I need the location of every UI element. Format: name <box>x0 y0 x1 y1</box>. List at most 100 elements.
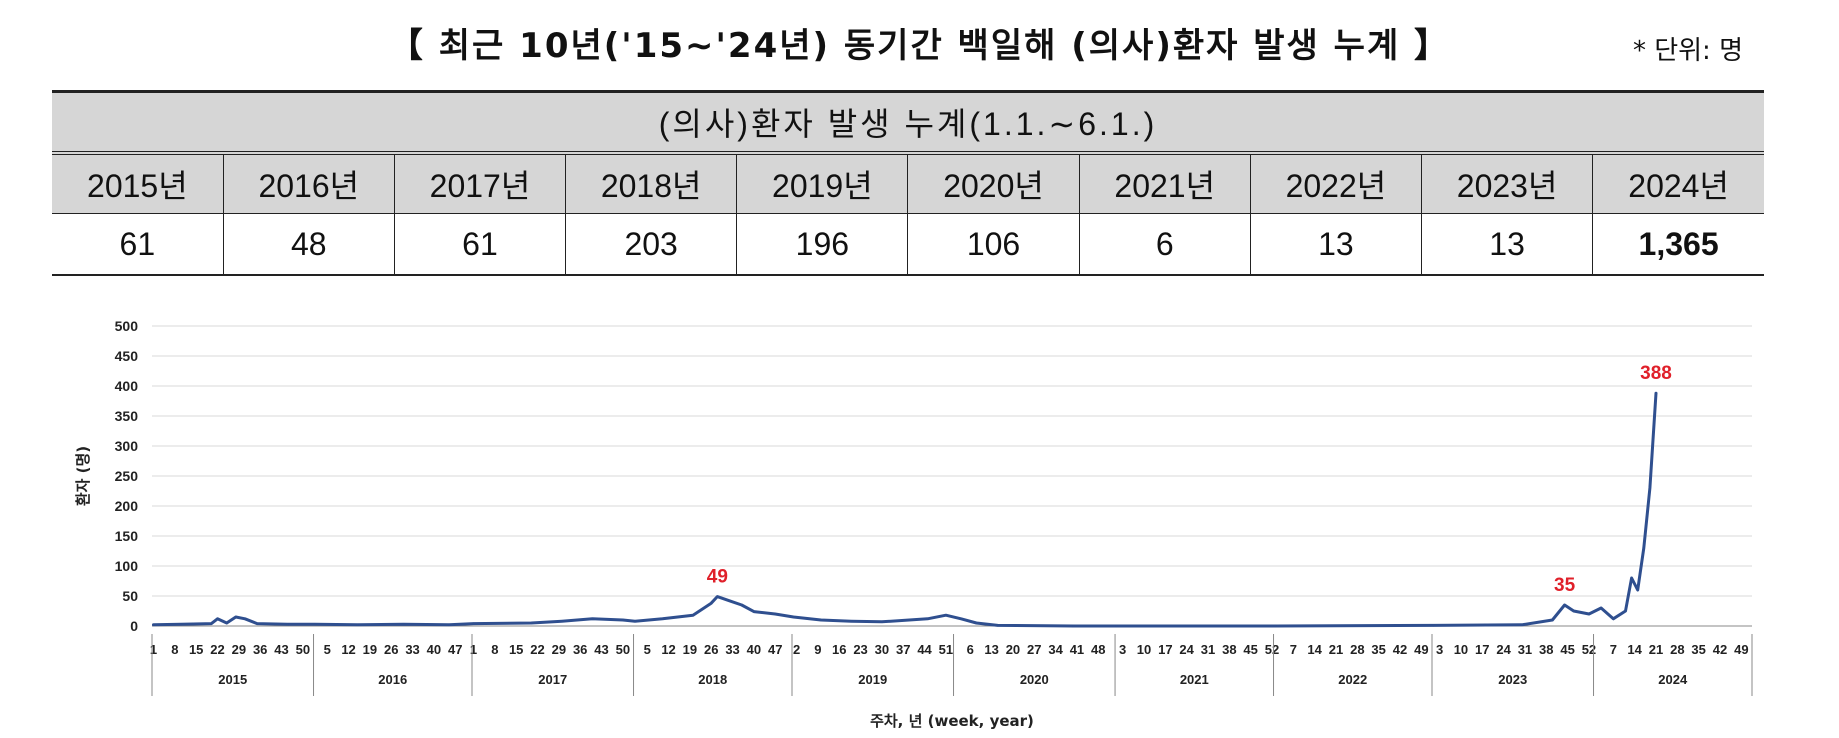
x-tick-label: 47 <box>768 642 782 657</box>
value-cell: 203 <box>565 213 738 276</box>
x-tick-label: 36 <box>253 642 267 657</box>
x-year-label: 2022 <box>1338 672 1367 687</box>
data-point <box>944 614 948 617</box>
data-point <box>850 620 853 623</box>
data-point <box>1599 606 1603 610</box>
x-tick-label: 22 <box>210 642 224 657</box>
data-point <box>530 621 533 625</box>
x-tick-label: 6 <box>967 642 974 657</box>
table-subtitle-row: (의사)환자 발생 누계(1.1.∼6.1.) <box>52 90 1764 155</box>
y-tick-label: 350 <box>115 408 139 424</box>
data-point <box>1654 392 1658 395</box>
x-tick-label: 40 <box>747 642 761 657</box>
y-tick-label: 100 <box>115 558 139 574</box>
data-point <box>210 622 213 625</box>
x-tick-label: 52 <box>1265 642 1279 657</box>
x-year-label: 2020 <box>1020 672 1049 687</box>
data-point <box>225 621 228 625</box>
data-point <box>1572 609 1575 613</box>
data-point <box>591 617 594 620</box>
x-tick-label: 21 <box>1649 642 1663 657</box>
year-cell: 2015년 <box>52 153 224 214</box>
data-point <box>356 623 359 626</box>
data-point <box>1273 624 1277 628</box>
data-point <box>996 624 999 627</box>
year-cell: 2024년 <box>1592 153 1764 214</box>
x-tick-label: 38 <box>1539 642 1553 657</box>
value-cell: 6 <box>1079 213 1251 276</box>
x-year-label: 2019 <box>858 672 887 687</box>
x-tick-label: 20 <box>1006 642 1020 657</box>
x-tick-label: 51 <box>939 642 953 657</box>
data-point <box>447 623 451 626</box>
data-point <box>819 618 823 622</box>
data-point <box>216 617 219 620</box>
data-point <box>1624 609 1627 613</box>
x-tick-label: 24 <box>1179 642 1194 657</box>
table-subtitle: (의사)환자 발생 누계(1.1.∼6.1.) <box>52 90 1764 155</box>
data-point <box>1612 617 1615 620</box>
page-title: 【 최근 10년('15∼'24년) 동기간 백일해 (의사)환자 발생 누계 … <box>388 26 1451 66</box>
y-tick-label: 300 <box>115 438 139 454</box>
data-point <box>1563 603 1566 607</box>
x-tick-label: 50 <box>296 642 310 657</box>
table-value-row: 61 48 61 203 196 106 6 13 13 1,365 <box>52 213 1764 276</box>
y-tick-label: 250 <box>115 468 139 484</box>
header: 【 최근 10년('15∼'24년) 동기간 백일해 (의사)환자 발생 누계 … <box>0 18 1839 80</box>
data-point <box>243 617 247 620</box>
year-cell: 2016년 <box>223 153 395 214</box>
data-point <box>633 620 637 623</box>
x-tick-label: 43 <box>594 642 608 657</box>
data-point <box>1648 486 1652 490</box>
x-tick-label: 1 <box>470 642 477 657</box>
value-cell: 106 <box>907 213 1080 276</box>
data-point <box>560 620 564 623</box>
data-point <box>1636 588 1639 592</box>
x-tick-label: 44 <box>917 642 932 657</box>
x-tick-label: 9 <box>814 642 821 657</box>
data-point <box>1270 624 1274 628</box>
data-point <box>752 610 756 613</box>
x-year-label: 2023 <box>1498 672 1527 687</box>
data-point <box>1630 576 1633 580</box>
x-tick-label: 42 <box>1713 642 1727 657</box>
x-tick-label: 3 <box>1119 642 1126 657</box>
peak-annotation: 35 <box>1554 575 1576 596</box>
data-point <box>710 602 713 605</box>
data-point <box>1072 624 1076 628</box>
x-tick-label: 49 <box>1734 642 1748 657</box>
data-point <box>179 623 183 626</box>
x-tick-label: 1 <box>150 642 157 657</box>
x-year-label: 2017 <box>538 672 567 687</box>
x-tick-label: 21 <box>1329 642 1343 657</box>
x-year-label: 2021 <box>1180 672 1209 687</box>
x-tick-label: 26 <box>384 642 398 657</box>
value-cell: 13 <box>1250 213 1423 276</box>
x-tick-label: 5 <box>324 642 331 657</box>
year-cell: 2018년 <box>565 153 738 214</box>
x-tick-label: 14 <box>1627 642 1642 657</box>
data-point <box>880 620 884 623</box>
x-tick-label: 17 <box>1475 642 1489 657</box>
year-cell: 2019년 <box>736 153 909 214</box>
x-tick-label: 40 <box>427 642 441 657</box>
year-cell: 2020년 <box>907 153 1080 214</box>
year-cell: 2017년 <box>394 153 567 214</box>
x-tick-label: 50 <box>616 642 630 657</box>
y-tick-label: 450 <box>115 348 139 364</box>
data-point <box>1520 623 1524 626</box>
x-tick-label: 33 <box>725 642 739 657</box>
x-tick-label: 48 <box>1091 642 1105 657</box>
x-tick-label: 31 <box>1518 642 1532 657</box>
x-tick-label: 10 <box>1137 642 1151 657</box>
x-year-label: 2015 <box>218 672 247 687</box>
x-tick-label: 22 <box>530 642 544 657</box>
data-point <box>1587 612 1591 616</box>
y-axis-label: 환자 (명) <box>74 446 92 506</box>
x-tick-label: 26 <box>704 642 718 657</box>
value-cell: 13 <box>1421 213 1594 276</box>
x-tick-label: 34 <box>1048 642 1063 657</box>
x-tick-label: 17 <box>1158 642 1172 657</box>
data-point <box>313 623 317 626</box>
